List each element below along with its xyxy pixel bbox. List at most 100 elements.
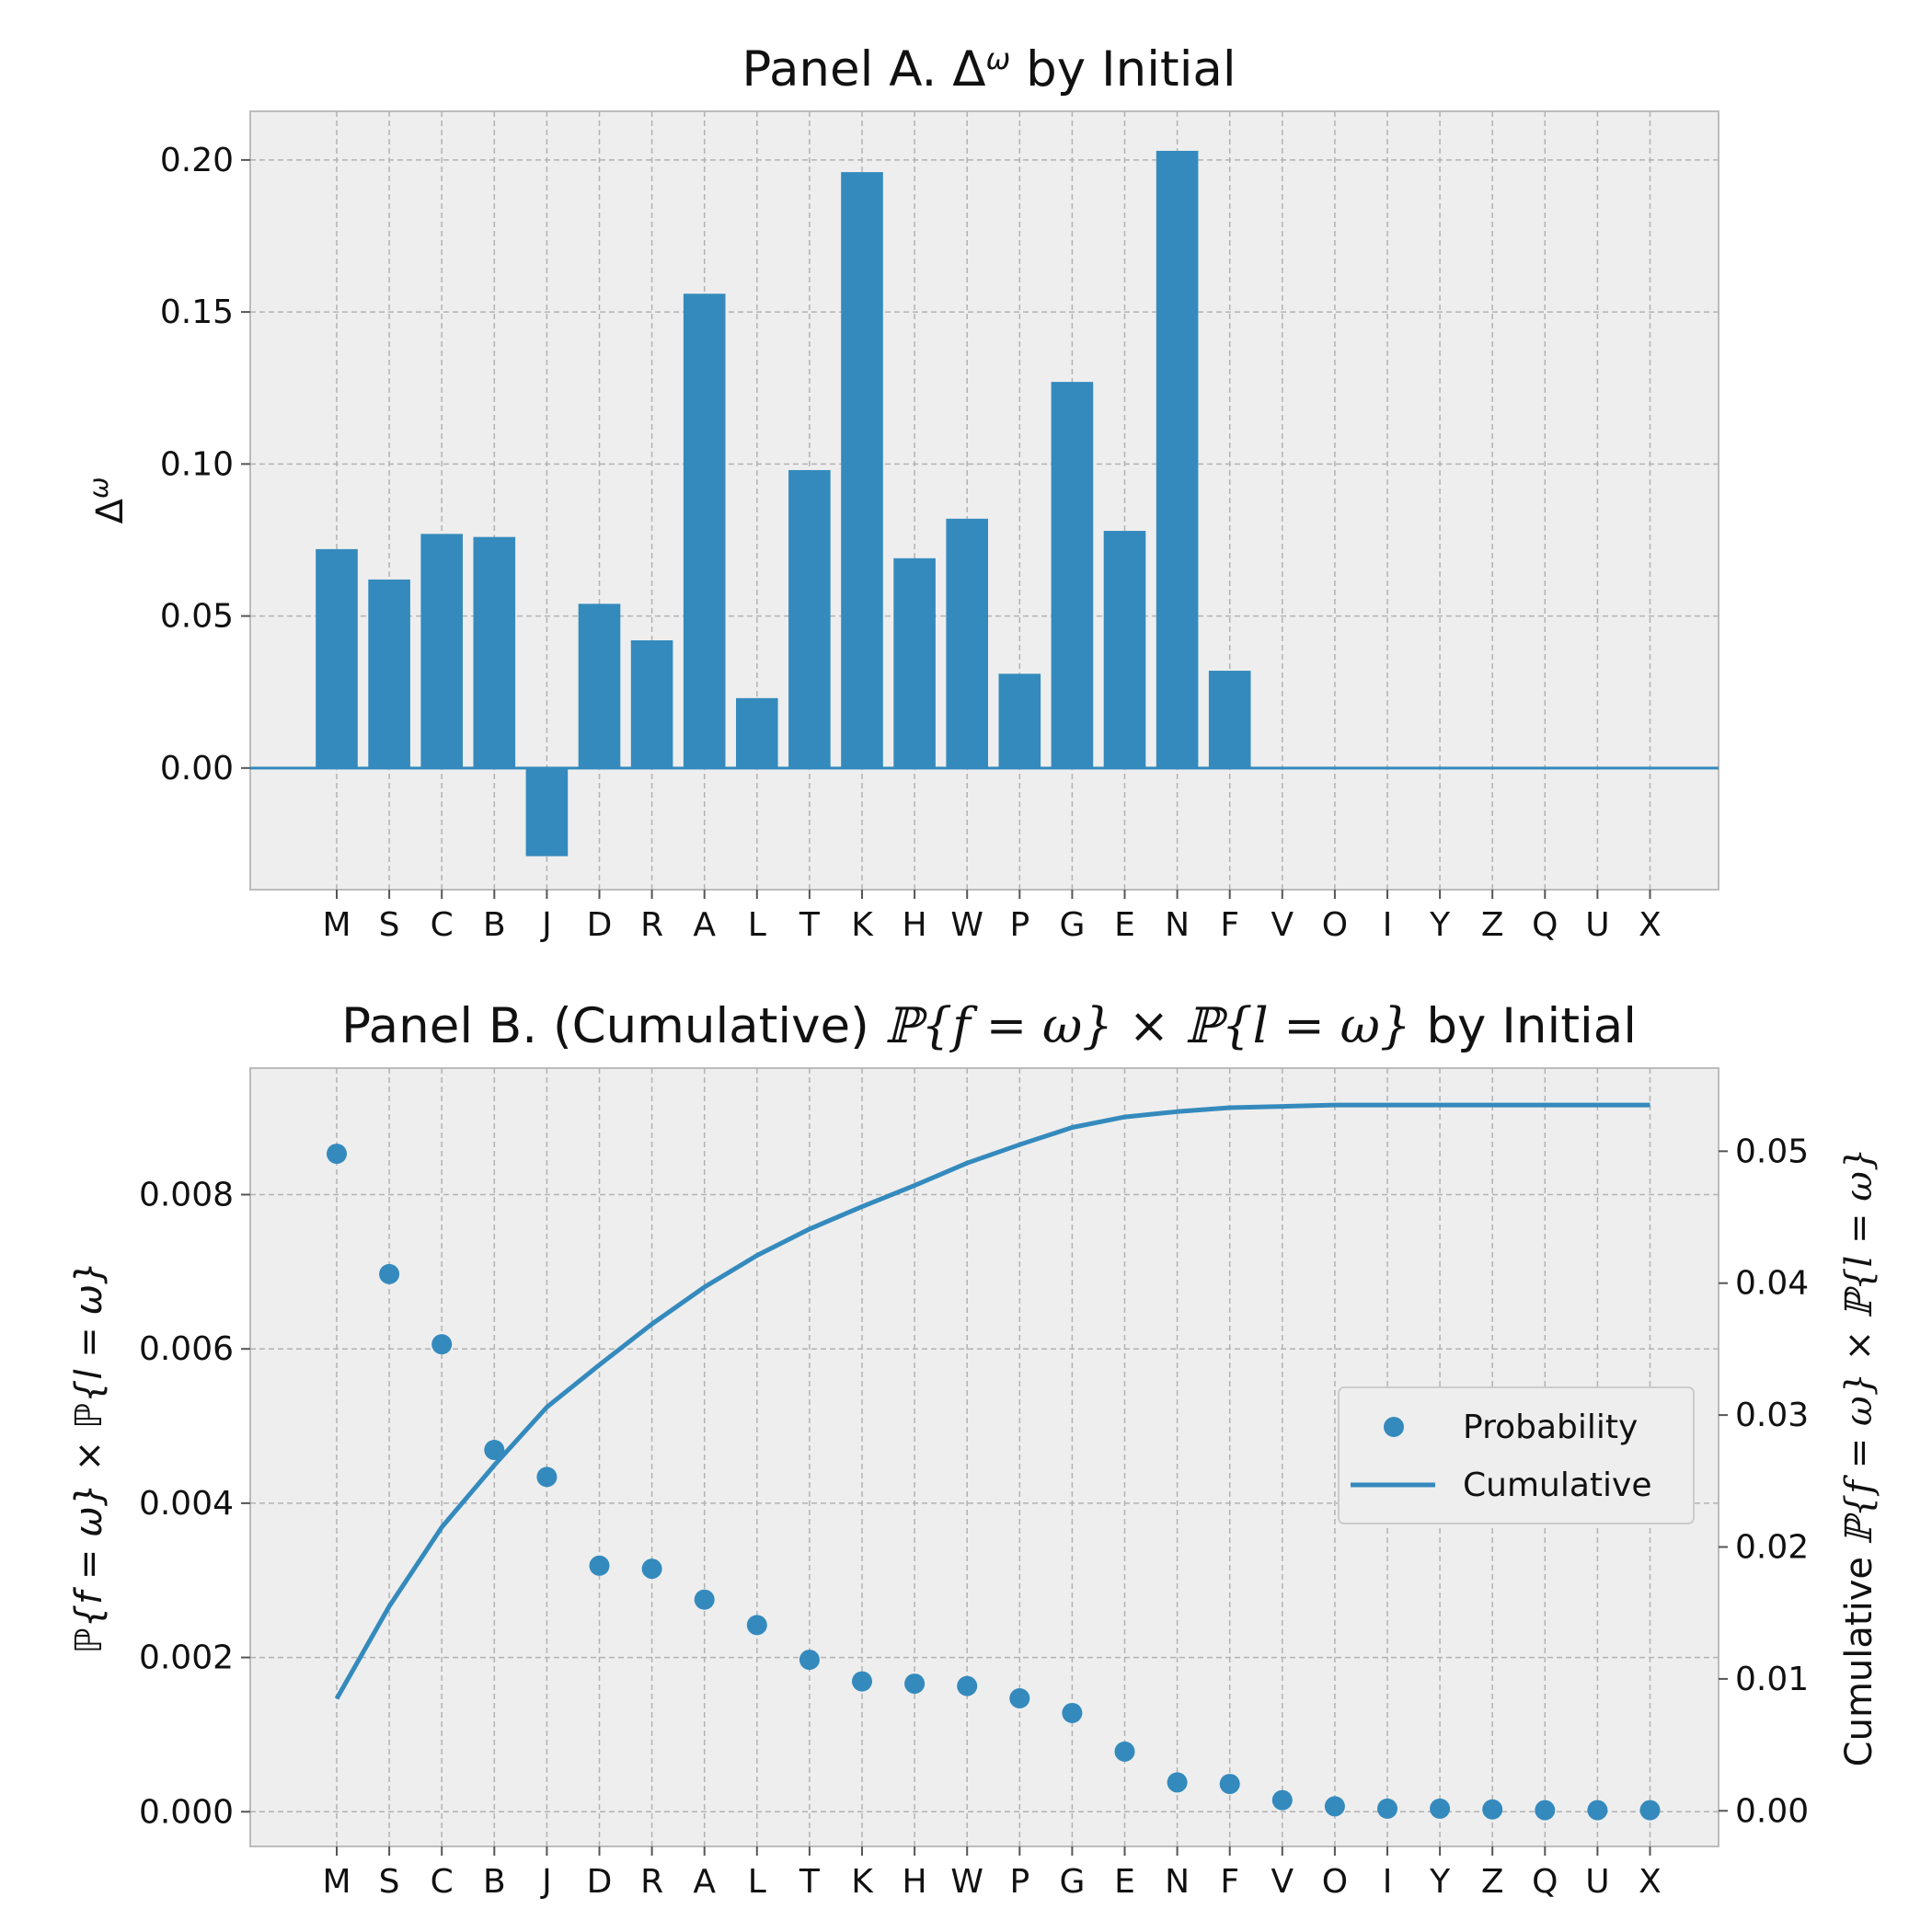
y-tick-label: 0.15 <box>160 293 234 331</box>
probability-point <box>1377 1798 1397 1819</box>
x-tick-label: S <box>379 906 400 944</box>
x-tick-label: Z <box>1481 906 1504 944</box>
bar <box>946 518 988 768</box>
panel-a-title: Panel A. Δω by Initial <box>742 41 1236 98</box>
y-tick-label-right: 0.02 <box>1735 1529 1809 1567</box>
x-tick-label: I <box>1383 906 1393 944</box>
probability-point <box>1482 1799 1503 1820</box>
probability-point <box>852 1671 872 1692</box>
x-tick-label: D <box>587 906 613 944</box>
panel-a-y-ticks: 0.00 0.05 0.10 0.15 0.20 <box>160 142 250 788</box>
bar <box>1156 150 1199 768</box>
probability-point <box>1062 1702 1083 1723</box>
probability-point <box>1271 1789 1293 1811</box>
y-tick-label: 0.10 <box>160 445 234 483</box>
panel-b-right-y-ticks: 0.00 0.01 0.02 0.03 0.04 0.05 <box>1719 1133 1809 1830</box>
probability-point <box>1324 1796 1345 1817</box>
x-tick-label: Y <box>1429 1863 1451 1901</box>
probability-point <box>1430 1798 1451 1819</box>
bar <box>630 640 673 768</box>
legend-box <box>1338 1386 1695 1524</box>
legend-cumulative-label: Cumulative <box>1463 1466 1651 1504</box>
x-tick-label: P <box>1009 906 1029 944</box>
x-tick-label: Q <box>1532 906 1558 944</box>
x-tick-label: Z <box>1481 1863 1504 1901</box>
x-tick-label: T <box>799 1863 821 1901</box>
x-tick-label: H <box>903 1863 927 1901</box>
bar <box>316 548 358 768</box>
x-tick-label: V <box>1271 1863 1294 1901</box>
x-tick-label: C <box>431 1863 454 1901</box>
bar <box>420 534 463 768</box>
x-tick-label: L <box>748 906 766 944</box>
x-tick-label: O <box>1322 906 1348 944</box>
panel-a-bars <box>250 150 1719 857</box>
bar <box>1103 531 1146 768</box>
x-tick-label: T <box>799 906 821 944</box>
y-tick-label: 0.20 <box>160 142 234 179</box>
x-tick-label: U <box>1585 1863 1609 1901</box>
bar <box>841 172 883 768</box>
probability-point <box>379 1263 400 1284</box>
x-tick-label: E <box>1114 1863 1135 1901</box>
bar <box>1051 382 1094 768</box>
bar <box>368 579 410 768</box>
x-tick-label: X <box>1639 906 1662 944</box>
probability-point <box>1587 1800 1608 1821</box>
y-tick-label-left: 0.006 <box>139 1330 234 1368</box>
bar <box>473 536 516 768</box>
x-tick-label: K <box>851 1863 874 1901</box>
x-tick-label: D <box>587 1863 613 1901</box>
x-tick-label: R <box>640 1863 663 1901</box>
x-tick-label: U <box>1585 906 1609 944</box>
x-tick-label: V <box>1271 906 1294 944</box>
y-tick-label-right: 0.05 <box>1735 1133 1809 1170</box>
bar <box>998 673 1041 768</box>
x-tick-label: X <box>1639 1863 1662 1901</box>
x-tick-label: O <box>1322 1863 1348 1901</box>
y-tick-label-left: 0.000 <box>139 1793 234 1831</box>
y-tick-label-left: 0.002 <box>139 1639 234 1677</box>
y-tick-label-right: 0.00 <box>1735 1792 1809 1830</box>
x-tick-label: S <box>379 1863 400 1901</box>
probability-point <box>1535 1800 1556 1821</box>
x-tick-label: F <box>1220 906 1239 944</box>
probability-point <box>1009 1688 1030 1709</box>
y-tick-label-right: 0.01 <box>1735 1661 1809 1698</box>
probability-point <box>904 1673 926 1695</box>
probability-point <box>1219 1774 1240 1795</box>
y-tick-label: 0.05 <box>160 598 234 636</box>
panel-b-right-y-axis-label: Cumulative ℙ{f = ω} × ℙ{l = ω} <box>1838 1148 1880 1767</box>
y-tick-label-left: 0.004 <box>139 1485 234 1523</box>
x-tick-label: G <box>1059 906 1085 944</box>
x-tick-label: L <box>748 1863 766 1901</box>
probability-point <box>1114 1741 1135 1762</box>
x-tick-label: B <box>483 1863 506 1901</box>
panel-a-plot-area <box>249 110 1719 891</box>
panel-b-title: Panel B. (Cumulative) ℙ{f = ω} × ℙ{l = ω… <box>341 998 1637 1054</box>
x-tick-label: N <box>1165 1863 1190 1901</box>
x-tick-label: Y <box>1429 906 1451 944</box>
probability-point <box>957 1675 978 1696</box>
probability-point <box>799 1650 820 1671</box>
bar <box>893 558 936 768</box>
x-tick-label: J <box>540 906 552 944</box>
legend: Probability Cumulative <box>1338 1386 1695 1524</box>
bar <box>736 697 778 768</box>
x-tick-label: Q <box>1532 1863 1558 1901</box>
probability-point <box>327 1144 347 1165</box>
x-tick-label: G <box>1059 1863 1085 1901</box>
legend-probability-label: Probability <box>1463 1409 1638 1446</box>
probability-point <box>694 1589 715 1610</box>
y-tick-label: 0.00 <box>160 750 234 788</box>
x-tick-label: A <box>693 906 716 944</box>
probability-point <box>1167 1772 1188 1793</box>
x-tick-label: P <box>1009 1863 1029 1901</box>
x-tick-label: M <box>322 906 351 944</box>
x-tick-label: N <box>1165 906 1190 944</box>
probability-point <box>536 1466 558 1488</box>
bar <box>683 293 726 768</box>
probability-point <box>484 1440 505 1461</box>
